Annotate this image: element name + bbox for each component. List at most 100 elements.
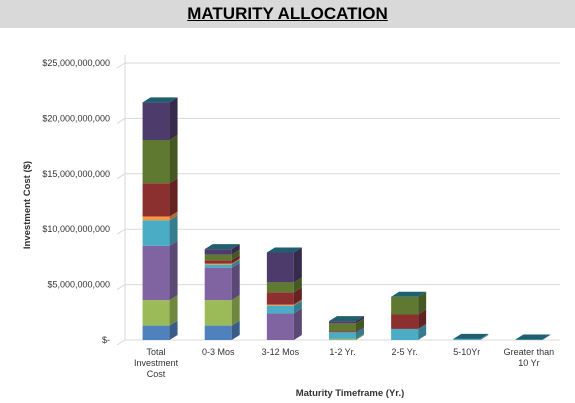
bar-segment (329, 316, 364, 324)
bar-front (204, 260, 232, 264)
bar-front (204, 300, 232, 326)
bar-front (266, 304, 294, 306)
x-tick-label: 1-2 Yr. (329, 347, 356, 357)
bar-front (453, 338, 481, 340)
bar-segment (266, 277, 302, 293)
bar-front (391, 314, 419, 329)
bar-top (266, 247, 302, 253)
bar-segment (266, 299, 302, 306)
bar-side (231, 295, 240, 326)
bar-side (418, 291, 427, 315)
x-tick-label: 5-10Yr (453, 347, 481, 357)
bar-side (293, 299, 302, 306)
bar-segment (204, 244, 240, 255)
bar-front (266, 252, 294, 283)
bar-side (169, 178, 178, 217)
bar-front (329, 338, 356, 340)
bar-segment (204, 258, 240, 265)
bar-front (204, 249, 232, 255)
bar-segment (266, 308, 302, 340)
bar-segment (329, 333, 364, 340)
bar-segment (266, 247, 302, 283)
bar-front (329, 332, 356, 339)
bar-side (356, 318, 364, 332)
bar-side (169, 215, 178, 246)
bar-segment (142, 215, 178, 246)
bar-side (356, 333, 364, 340)
bar-front (142, 102, 170, 141)
bar-segment (515, 334, 551, 340)
bar-side (293, 308, 302, 340)
bar-front (515, 339, 543, 340)
bar-side (542, 334, 551, 340)
x-tick-label: Total Investment Cost (134, 347, 179, 379)
bar-segment (204, 295, 240, 326)
bar-top (453, 333, 489, 339)
bar-segment (204, 262, 240, 301)
bar-side (293, 277, 302, 293)
bar-front (142, 140, 170, 184)
bar-side (169, 211, 178, 221)
y-tick-label: $5,000,000,000 (47, 280, 110, 290)
bar-side (231, 259, 240, 268)
bar-front (204, 254, 232, 261)
bar-front (142, 245, 170, 301)
bar-segment (453, 333, 489, 340)
bar-side (418, 323, 427, 340)
bar-side (169, 97, 178, 141)
bar-side (480, 333, 489, 340)
bar-side (169, 320, 178, 340)
bar-top (515, 334, 551, 340)
x-tick-label: 3-12 Mos (261, 347, 300, 357)
bar-side (231, 258, 240, 265)
bar-segment (391, 323, 427, 340)
bar-segment (142, 320, 178, 340)
bar-front (391, 328, 419, 340)
bar-segment (142, 240, 178, 301)
bar-side (231, 249, 240, 261)
bar-front (329, 321, 356, 324)
bar-side (169, 295, 178, 326)
bar-segment (204, 259, 240, 268)
bar-segment (329, 326, 364, 333)
bar-front (142, 325, 170, 340)
grid-line (116, 117, 560, 124)
bar-front (329, 323, 356, 332)
bar-front (204, 263, 232, 265)
title-bar: MATURITY ALLOCATION (0, 0, 575, 28)
grid-line (116, 228, 560, 235)
bar-side (293, 300, 302, 314)
y-tick-label: $20,000,000,000 (42, 113, 110, 123)
bar-side (293, 247, 302, 283)
bar-side (356, 316, 364, 324)
bar-front (142, 220, 170, 246)
grid-line (116, 339, 560, 346)
bar-segment (391, 309, 427, 329)
bar-side (293, 287, 302, 305)
bar-segment (266, 300, 302, 314)
bar-side (169, 240, 178, 301)
bar-segment (329, 327, 364, 339)
x-tick-label: 0-3 Mos (201, 347, 235, 357)
bar-front (142, 216, 170, 221)
grid-line (116, 284, 560, 291)
x-tick-label: Greater than 10 Yr (503, 347, 555, 368)
bar-segment (204, 249, 240, 261)
bar-front (329, 331, 356, 333)
y-tick-label: $25,000,000,000 (42, 58, 110, 68)
bar-segment (142, 97, 178, 141)
bar-front (204, 264, 232, 268)
bar-segment (329, 318, 364, 332)
bar-front (266, 292, 294, 305)
bar-front (142, 300, 170, 326)
y-tick-label: $10,000,000,000 (42, 224, 110, 234)
bar-segment (266, 287, 302, 305)
bar-segment (391, 291, 427, 315)
bar-segment (142, 178, 178, 217)
bar-front (142, 183, 170, 217)
bar-side (231, 262, 240, 301)
y-tick-label: $- (102, 335, 110, 345)
bar-side (356, 326, 364, 333)
